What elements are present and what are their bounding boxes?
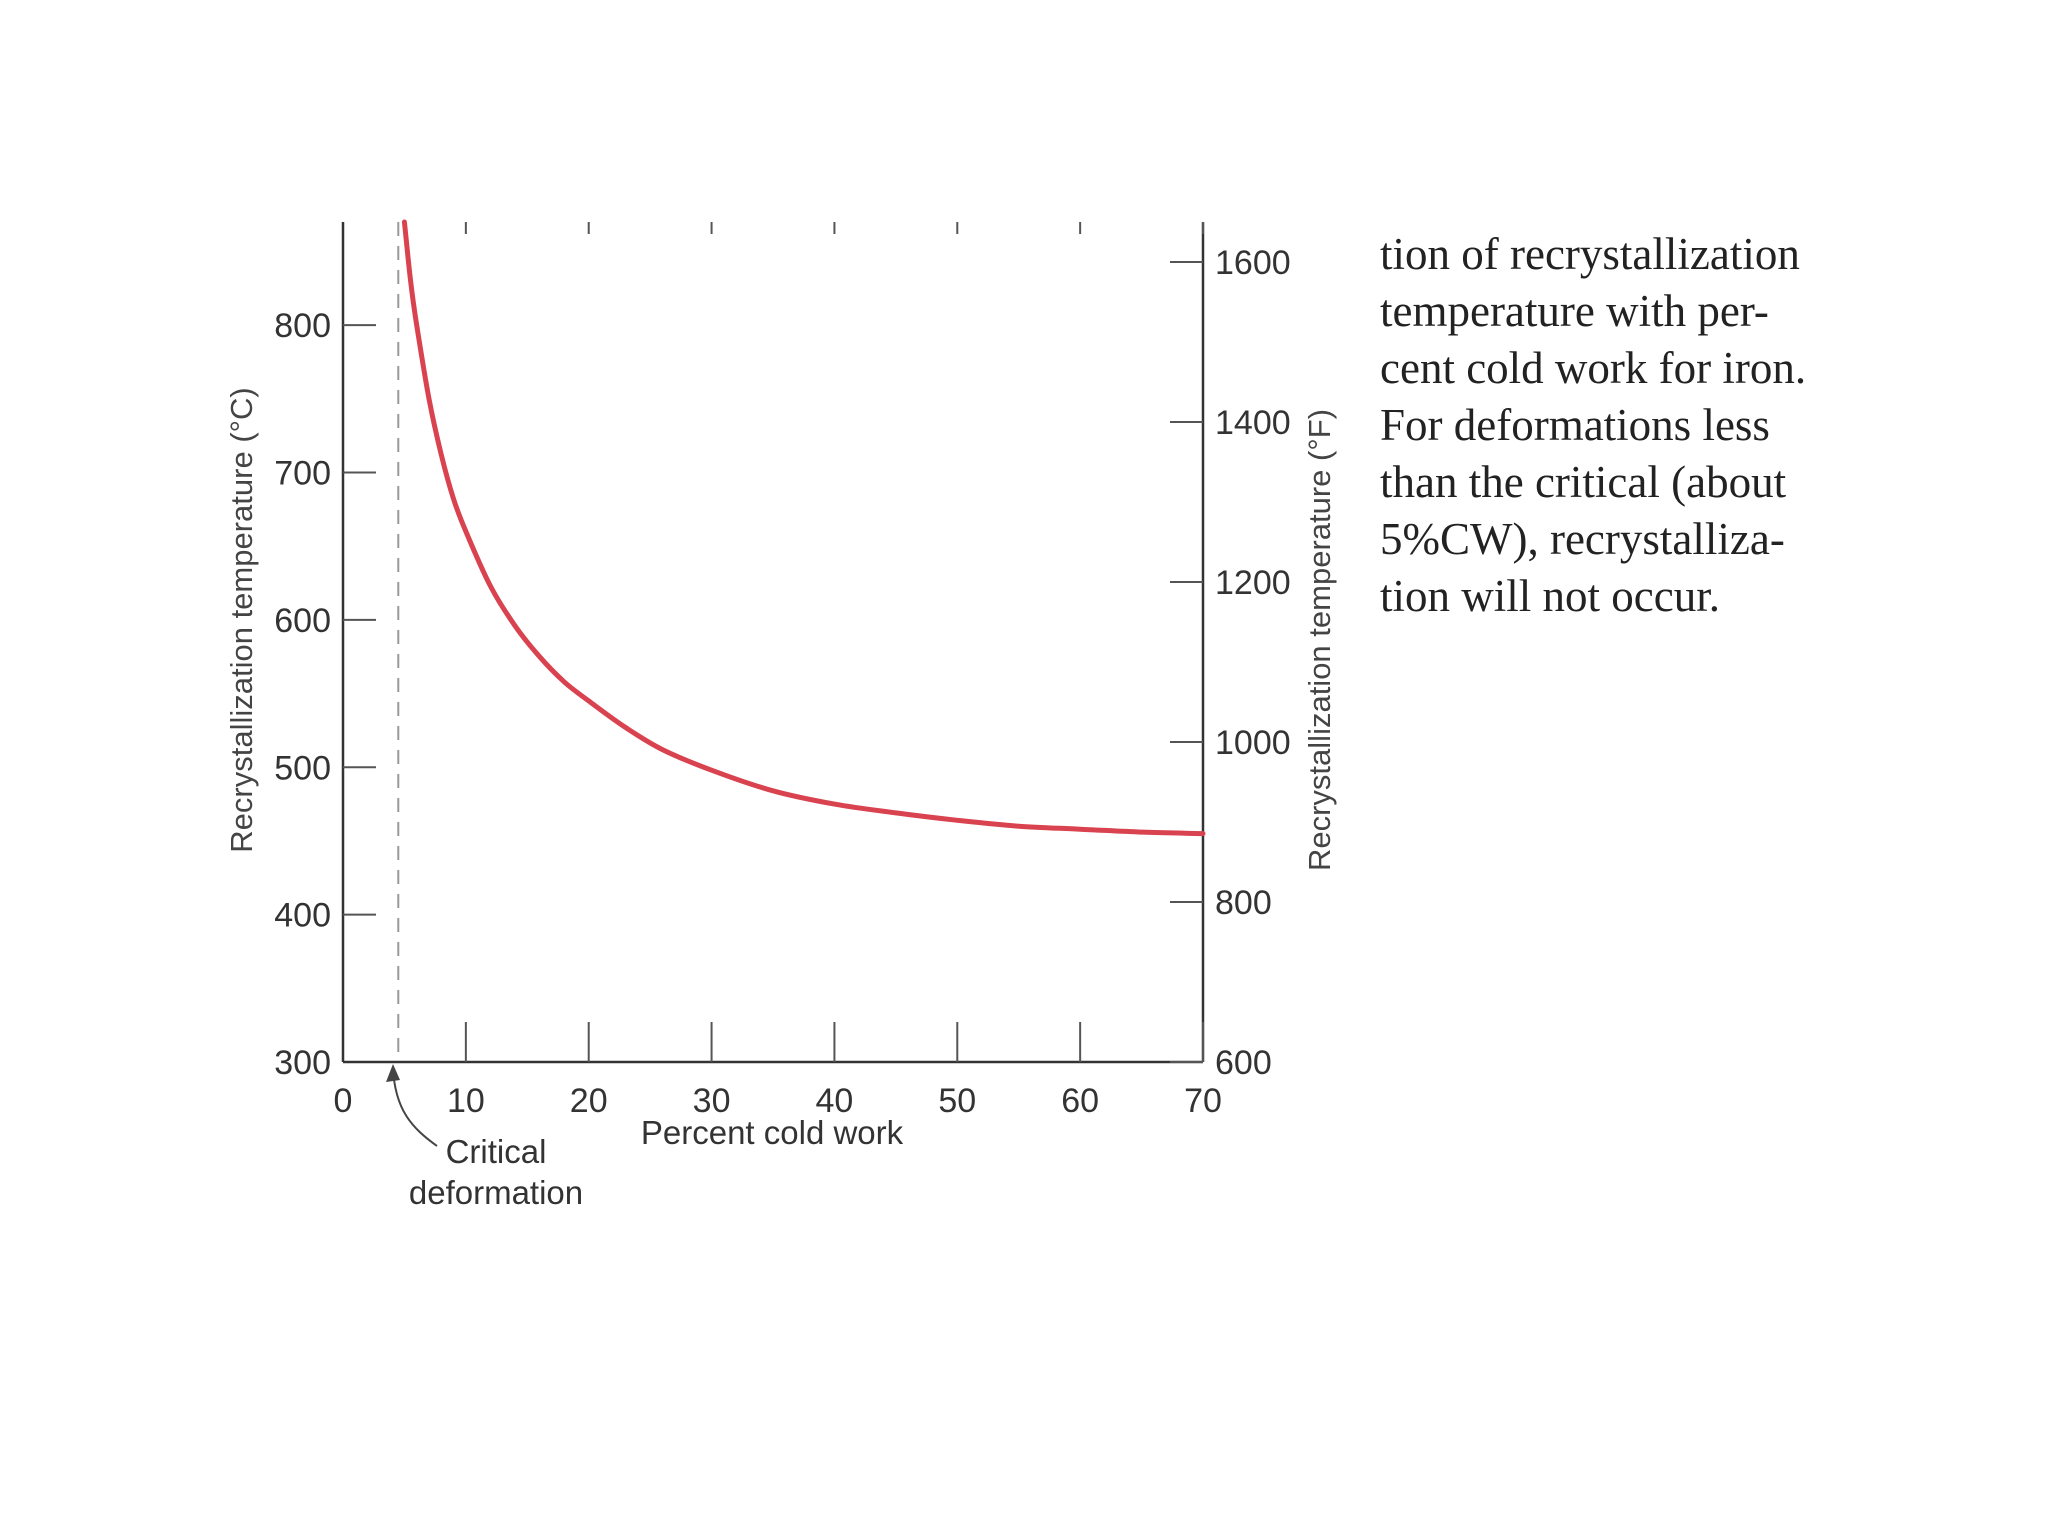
- chart-axes: [341, 222, 1205, 1064]
- right-y-tick-label-1400: 1400: [1215, 404, 1291, 442]
- x-tick-label-30: 30: [693, 1082, 731, 1120]
- axis-tick-labels: 0 10 20 30 40 50 60 70 300 400 500 600 700 800 600 800 1…: [274, 244, 1290, 1120]
- x-tick-label-40: 40: [816, 1082, 854, 1120]
- annotation-line-1: Critical: [446, 1133, 547, 1170]
- figure-caption: tion of recrystallization temperature wit…: [1380, 226, 1900, 625]
- right-y-tick-label-1600: 1600: [1215, 244, 1291, 282]
- caption-line-2: temperature with per-: [1380, 286, 1769, 336]
- x-tick-label-20: 20: [570, 1082, 608, 1120]
- x-tick-label-10: 10: [447, 1082, 485, 1120]
- left-y-tick-label-700: 700: [274, 455, 331, 493]
- left-y-tick-label-400: 400: [274, 897, 331, 935]
- caption-line-6: 5%CW), recrystalliza-: [1380, 514, 1785, 564]
- right-y-tick-label-1000: 1000: [1215, 724, 1291, 762]
- x-tick-label-50: 50: [938, 1082, 976, 1120]
- right-y-tick-label-800: 800: [1215, 884, 1272, 922]
- left-y-tick-label-800: 800: [274, 307, 331, 345]
- right-y-tick-label-600: 600: [1215, 1044, 1272, 1082]
- caption-line-3: cent cold work for iron.: [1380, 343, 1807, 393]
- arrowhead: [386, 1064, 400, 1082]
- axis-ticks: [343, 222, 1204, 1063]
- caption-line-7: tion will not occur.: [1380, 571, 1720, 621]
- left-y-tick-label-600: 600: [274, 602, 331, 640]
- left-y-tick-label-500: 500: [274, 749, 331, 787]
- x-tick-label-70: 70: [1184, 1082, 1222, 1120]
- x-tick-label-0: 0: [334, 1082, 353, 1120]
- left-y-axis-label: Recrystallization temperature (°C): [224, 387, 259, 852]
- x-tick-label-60: 60: [1061, 1082, 1099, 1120]
- caption-line-4: For deformations less: [1380, 400, 1770, 450]
- caption-line-1: tion of recrystallization: [1380, 229, 1800, 279]
- critical-deformation-annotation: Critical deformation: [386, 1064, 583, 1211]
- annotation-line-2: deformation: [409, 1174, 583, 1211]
- caption-line-5: than the critical (about: [1380, 457, 1787, 507]
- series-line: [401, 219, 1206, 837]
- right-y-axis-label: Recrystallization temperature (°F): [1302, 409, 1337, 871]
- x-axis-label: Percent cold work: [641, 1114, 904, 1151]
- left-y-tick-label-300: 300: [274, 1044, 331, 1082]
- right-y-tick-label-1200: 1200: [1215, 564, 1291, 602]
